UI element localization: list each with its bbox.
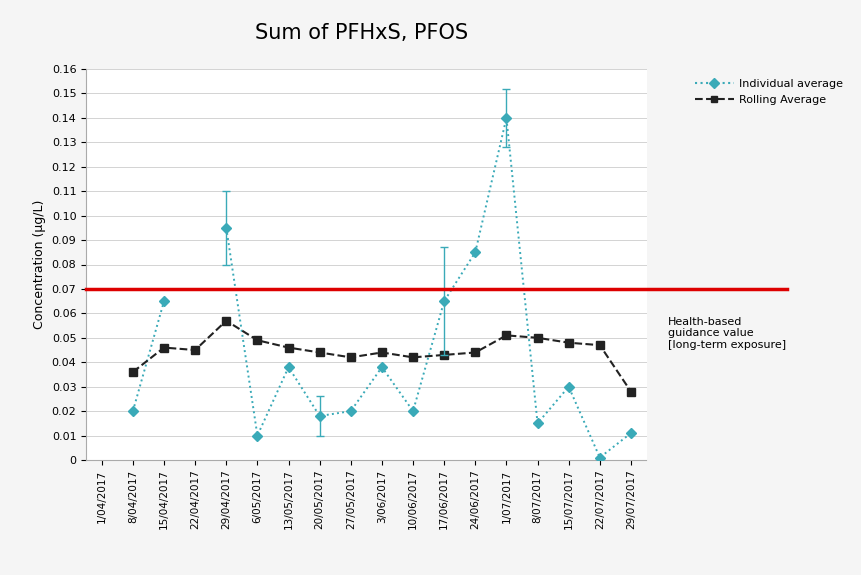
Rolling Average bbox=[532, 334, 542, 341]
Rolling Average bbox=[407, 354, 418, 361]
Individual average bbox=[283, 363, 294, 370]
Individual average bbox=[220, 224, 231, 231]
Rolling Average bbox=[438, 351, 449, 358]
Rolling Average bbox=[376, 349, 387, 356]
Individual average bbox=[532, 420, 542, 427]
Individual average bbox=[252, 432, 263, 439]
Y-axis label: Concentration (μg/L): Concentration (μg/L) bbox=[33, 200, 46, 329]
Individual average bbox=[314, 413, 325, 420]
Rolling Average bbox=[563, 339, 573, 346]
Rolling Average bbox=[127, 369, 138, 375]
Legend: Individual average, Rolling Average: Individual average, Rolling Average bbox=[690, 75, 847, 109]
Individual average bbox=[438, 298, 449, 305]
Rolling Average bbox=[500, 332, 511, 339]
Rolling Average bbox=[314, 349, 325, 356]
Individual average bbox=[500, 114, 511, 121]
Rolling Average bbox=[189, 347, 200, 354]
Rolling Average bbox=[625, 388, 635, 395]
Rolling Average bbox=[283, 344, 294, 351]
Text: Health-based
guidance value
[long-term exposure]: Health-based guidance value [long-term e… bbox=[667, 317, 785, 350]
Rolling Average bbox=[594, 342, 604, 348]
Individual average bbox=[345, 408, 356, 415]
Line: Rolling Average: Rolling Average bbox=[133, 321, 630, 392]
Individual average bbox=[158, 298, 169, 305]
Line: Individual average: Individual average bbox=[133, 118, 630, 458]
Rolling Average bbox=[158, 344, 169, 351]
Individual average bbox=[127, 408, 138, 415]
Individual average bbox=[407, 408, 418, 415]
Individual average bbox=[625, 430, 635, 436]
Individual average bbox=[469, 249, 480, 256]
Rolling Average bbox=[252, 337, 263, 344]
Individual average bbox=[563, 383, 573, 390]
Rolling Average bbox=[345, 354, 356, 361]
Text: Sum of PFHxS, PFOS: Sum of PFHxS, PFOS bbox=[255, 23, 468, 43]
Individual average bbox=[376, 363, 387, 370]
Rolling Average bbox=[469, 349, 480, 356]
Individual average bbox=[594, 454, 604, 461]
Rolling Average bbox=[220, 317, 231, 324]
